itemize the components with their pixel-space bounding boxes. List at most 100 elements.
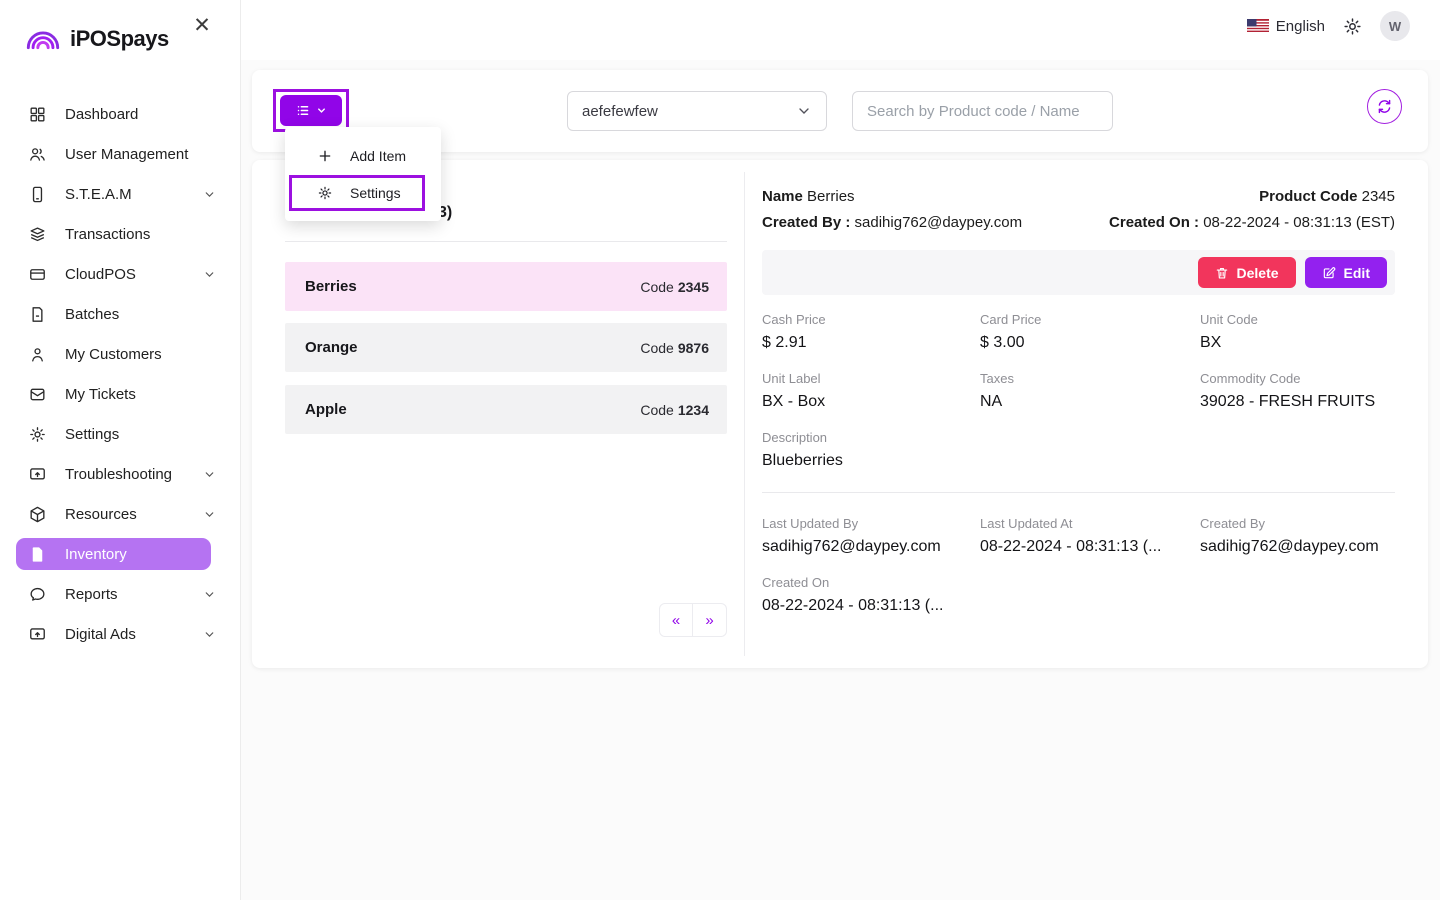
inventory-row-apple[interactable]: Apple Code 1234 [285,385,727,434]
next-page-button[interactable]: » [693,603,727,637]
detail-action-bar: Delete Edit [762,250,1395,295]
chevron-down-icon [799,108,809,114]
chevron-down-icon [205,271,214,277]
product-code-field: Product Code 2345 [1259,188,1395,205]
sidebar-item-label: Inventory [65,545,127,563]
sidebar-item-user-management[interactable]: User Management [0,134,240,174]
sidebar-item-reports[interactable]: Reports [0,574,240,614]
dashboard-grid-icon [30,106,45,122]
detail-header-row: Name Berries Product Code 2345 [762,188,1395,205]
sidebar-item-label: Resources [65,505,137,523]
brand-name: iPOSpays [70,26,169,51]
envelope-icon [30,388,45,400]
avatar[interactable]: W [1380,11,1410,41]
layers-icon [30,226,45,241]
field-description: Description Blueberries [762,430,843,469]
top-header-bar [241,0,1440,60]
rainbow-logo-icon [26,31,60,50]
detail-fields: Cash Price $ 2.91 Card Price $ 3.00 Unit C… [762,312,1395,470]
detail-subheader-row: Created By : sadihig762@daypey.com Creat… [762,214,1395,231]
sidebar-item-steam[interactable]: S.T.E.A.M [0,174,240,214]
gear-icon [30,426,45,442]
chevron-down-icon [205,191,214,197]
item-code: Code 1234 [640,401,709,418]
item-name: Berries [305,278,357,295]
delete-label: Delete [1236,264,1279,281]
divider [762,492,1395,493]
menu-item-label: Add Item [350,148,407,164]
field-created-by: Created By sadihig762@daypey.com [1200,516,1379,555]
divider [744,172,745,656]
field-taxes: Taxes NA [980,371,1014,410]
sidebar-item-label: Troubleshooting [65,465,173,483]
pagination: « » [659,603,727,637]
menu-item-add-item[interactable]: Add Item [285,141,441,171]
package-icon [30,506,45,522]
detail-meta: Last Updated By sadihig762@daypey.com Las… [762,516,1395,615]
sidebar-item-settings[interactable]: Settings [0,414,240,454]
field-cash-price: Cash Price $ 2.91 [762,312,826,351]
merchant-select-value: aefefewfew [582,102,658,120]
gear-icon[interactable] [1342,16,1363,37]
person-icon [32,347,43,362]
edit-label: Edit [1343,264,1370,281]
sidebar-item-label: Settings [65,425,120,443]
sidebar-item-troubleshooting[interactable]: Troubleshooting [0,454,240,494]
item-code: Code 2345 [640,278,709,295]
chevron-down-icon [317,108,325,113]
plus-icon [319,150,331,162]
document-icon [32,306,43,322]
language-label: English [1275,17,1325,35]
inventory-row-berries[interactable]: Berries Code 2345 [285,262,727,311]
trash-icon [1216,267,1227,279]
sidebar-item-label: User Management [65,145,189,163]
merchant-select[interactable]: aefefewfew [567,91,827,131]
prev-page-button[interactable]: « [659,603,693,637]
us-flag-icon [1246,19,1269,33]
sidebar-item-label: Transactions [65,225,151,243]
sidebar-item-inventory[interactable]: Inventory [16,538,211,570]
refresh-button[interactable] [1367,89,1402,124]
field-commodity-code: Commodity Code 39028 - FRESH FRUITS [1200,371,1376,410]
sidebar-item-my-customers[interactable]: My Customers [0,334,240,374]
phone-icon [32,186,43,202]
field-last-updated-at: Last Updated At 08-22-2024 - 08:31:13 (..… [980,516,1162,555]
sidebar-item-batches[interactable]: Batches [0,294,240,334]
users-icon [30,147,45,161]
chevron-down-icon [205,471,214,477]
language-selector[interactable]: English [1246,17,1325,35]
sidebar-item-resources[interactable]: Resources [0,494,240,534]
menu-item-label: Settings [350,185,401,201]
sidebar-item-dashboard[interactable]: Dashboard [0,94,240,134]
edit-pencil-icon [1323,266,1335,278]
item-name: Apple [305,401,347,418]
sidebar-item-label: S.T.E.A.M [65,185,132,203]
item-actions-menu: Add Item Settings [285,127,441,221]
sidebar-item-digital-ads[interactable]: Digital Ads [0,614,240,654]
search-input[interactable] [852,91,1113,131]
item-code: Code 9876 [640,339,709,356]
sidebar-item-transactions[interactable]: Transactions [0,214,240,254]
inventory-row-orange[interactable]: Orange Code 9876 [285,323,727,372]
menu-item-settings[interactable]: Settings [292,178,422,208]
field-unit-label: Unit Label BX - Box [762,371,826,410]
created-by-field: Created By : sadihig762@daypey.com [762,214,1023,231]
delete-button[interactable]: Delete [1197,257,1296,288]
brand-logo: iPOSpays [24,26,169,52]
field-last-updated-by: Last Updated By sadihig762@daypey.com [762,516,941,555]
header-controls: English W [1246,11,1410,41]
sidebar: iPOSpays ✕ Dashboard User Management S.T… [0,0,241,900]
toolbar: aefefewfew [252,70,1428,152]
divider [285,241,727,242]
sidebar-item-cloudpos[interactable]: CloudPOS [0,254,240,294]
edit-button[interactable]: Edit [1304,257,1387,288]
close-icon[interactable]: ✕ [190,13,214,37]
gear-icon [318,186,332,200]
monitor-icon [30,467,45,480]
item-actions-dropdown-button[interactable] [280,95,342,126]
sidebar-item-label: My Customers [65,345,162,363]
chevron-down-icon [205,631,214,637]
sidebar-item-my-tickets[interactable]: My Tickets [0,374,240,414]
credit-card-icon [30,268,45,280]
